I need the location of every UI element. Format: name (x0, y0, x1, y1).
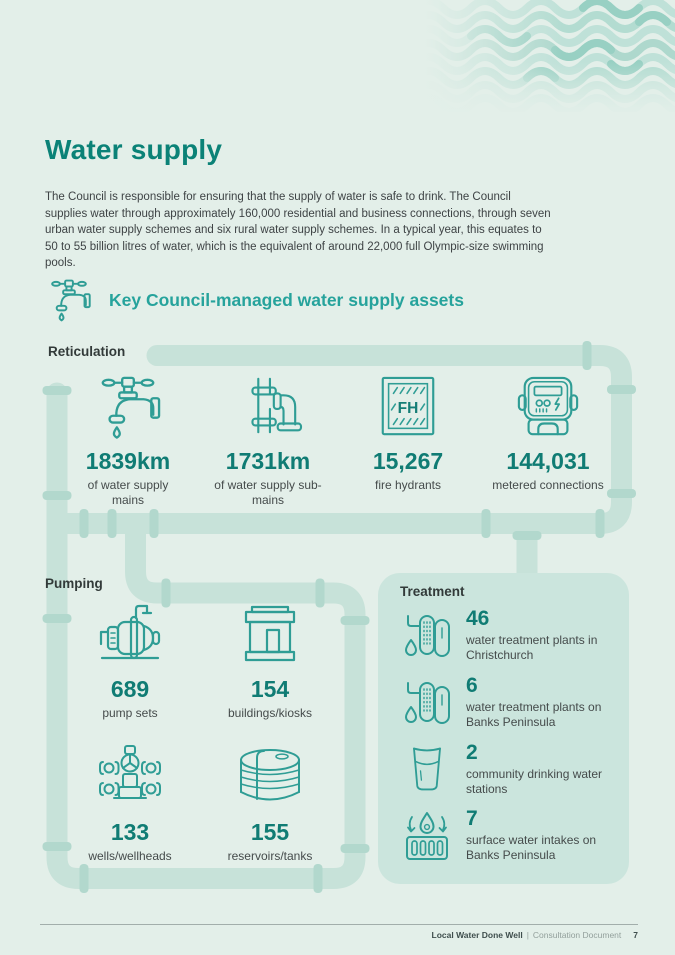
stat-caption: reservoirs/tanks (227, 849, 313, 863)
fire-hydrant-sign-icon: FH (338, 372, 478, 442)
wave-pattern (425, 0, 675, 112)
footer-divider (40, 924, 638, 925)
stat-caption: metered connections (492, 478, 604, 492)
footer-brand: Local Water Done Well (431, 930, 523, 940)
page-footer: Local Water Done Well | Consultation Doc… (432, 930, 638, 940)
stat-caption: water treatment plants in Christchurch (466, 633, 598, 662)
tap-icon (58, 372, 198, 442)
stat-item: 1731km of water supply sub-mains (198, 372, 338, 508)
water-meter-icon (478, 372, 618, 442)
treatment-item: 7 surface water intakes on Banks Peninsu… (398, 808, 615, 864)
stat-item: 133 wells/wellheads (60, 741, 200, 864)
pumping-label: Pumping (45, 576, 103, 591)
treatment-label: Treatment (400, 584, 465, 599)
hydrant-sign-text: FH (398, 400, 419, 417)
reservoir-icon (200, 741, 340, 813)
stat-item: 689 pump sets (60, 598, 200, 721)
stat-caption: surface water intakes on Banks Peninsula (466, 833, 597, 862)
stat-caption: water treatment plants on Banks Peninsul… (466, 700, 602, 729)
stat-item: 1839km of water supply mains (58, 372, 198, 508)
stat-caption: pump sets (102, 706, 158, 720)
treatment-item: 6 water treatment plants on Banks Penins… (398, 675, 615, 731)
stat-value: 133 (110, 819, 150, 845)
stat-value: 15,267 (372, 448, 444, 474)
stat-value: 154 (250, 676, 290, 702)
pipes-icon (198, 372, 338, 442)
stat-caption: fire hydrants (374, 478, 442, 492)
stat-value: 1839km (85, 448, 171, 474)
stat-value: 2 (466, 741, 478, 764)
page-number: 7 (633, 930, 638, 940)
pipe-reticulation-loop (46, 345, 632, 534)
stat-caption: of water supply mains (87, 478, 169, 507)
footer-document: Consultation Document (532, 930, 622, 940)
stat-value: 46 (466, 607, 490, 630)
treatment-panel: Treatment 46 water treatment plants in C… (378, 573, 629, 884)
intro-paragraph: The Council is responsible for ensuring … (45, 191, 551, 269)
stat-value: 1731km (225, 448, 311, 474)
footer-separator: | (526, 930, 529, 940)
water-glass-icon (398, 742, 456, 796)
water-intake-icon (398, 808, 456, 864)
pumping-stats: 689 pump sets 154 buildings/kiosks (60, 598, 340, 864)
pipe-joints (42, 341, 636, 893)
tap-icon (45, 278, 93, 322)
pump-icon (60, 598, 200, 670)
wellhead-icon (60, 741, 200, 813)
stat-value: 155 (250, 819, 290, 845)
reticulation-stats: 1839km of water supply mains 1731km of w… (58, 372, 618, 508)
stat-value: 689 (110, 676, 150, 702)
stat-item: FH 15,267 fire hydrants (338, 372, 478, 508)
treatment-item: 2 community drinking water stations (398, 742, 615, 797)
treatment-item: 46 water treatment plants in Christchurc… (398, 608, 615, 664)
treatment-plant-icon (398, 675, 456, 731)
reticulation-label: Reticulation (48, 344, 126, 359)
stat-caption: buildings/kiosks (227, 706, 313, 720)
stat-item: 154 buildings/kiosks (200, 598, 340, 721)
stat-value: 6 (466, 674, 478, 697)
stat-caption: of water supply sub-mains (214, 478, 322, 507)
stat-caption: community drinking water stations (466, 767, 603, 796)
stat-value: 144,031 (506, 448, 590, 474)
stat-item: 155 reservoirs/tanks (200, 741, 340, 864)
stat-value: 7 (466, 807, 478, 830)
assets-heading: Key Council-managed water supply assets (109, 289, 464, 310)
page-title: Water supply (45, 134, 223, 165)
stat-item: 144,031 metered connections (478, 372, 618, 508)
stat-caption: wells/wellheads (88, 849, 172, 863)
assets-heading-row: Key Council-managed water supply assets (45, 278, 464, 322)
building-icon (200, 598, 340, 670)
pipe-pumping-loop (46, 382, 366, 889)
treatment-plant-icon (398, 608, 456, 664)
